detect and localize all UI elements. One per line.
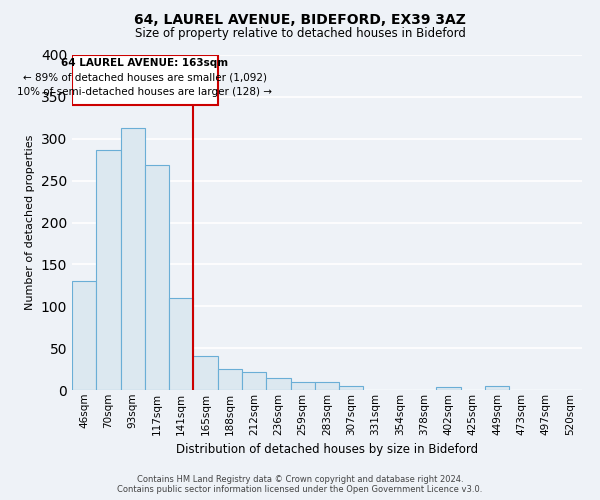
Bar <box>169 298 193 390</box>
Bar <box>72 55 218 106</box>
Bar <box>339 386 364 390</box>
Bar <box>290 382 315 390</box>
Text: Size of property relative to detached houses in Bideford: Size of property relative to detached ho… <box>134 28 466 40</box>
Bar <box>266 378 290 390</box>
Bar <box>193 356 218 390</box>
Bar <box>72 281 96 390</box>
Text: 64, LAUREL AVENUE, BIDEFORD, EX39 3AZ: 64, LAUREL AVENUE, BIDEFORD, EX39 3AZ <box>134 12 466 26</box>
Bar <box>242 372 266 390</box>
Bar <box>96 150 121 390</box>
Text: ← 89% of detached houses are smaller (1,092): ← 89% of detached houses are smaller (1,… <box>23 72 267 83</box>
Bar <box>315 382 339 390</box>
Text: 10% of semi-detached houses are larger (128) →: 10% of semi-detached houses are larger (… <box>17 87 272 97</box>
Y-axis label: Number of detached properties: Number of detached properties <box>25 135 35 310</box>
X-axis label: Distribution of detached houses by size in Bideford: Distribution of detached houses by size … <box>176 443 478 456</box>
Bar <box>218 369 242 390</box>
Bar <box>145 164 169 390</box>
Bar <box>436 386 461 390</box>
Text: 64 LAUREL AVENUE: 163sqm: 64 LAUREL AVENUE: 163sqm <box>61 58 229 68</box>
Text: Contains HM Land Registry data © Crown copyright and database right 2024.
Contai: Contains HM Land Registry data © Crown c… <box>118 474 482 494</box>
Bar <box>485 386 509 390</box>
Bar <box>121 128 145 390</box>
